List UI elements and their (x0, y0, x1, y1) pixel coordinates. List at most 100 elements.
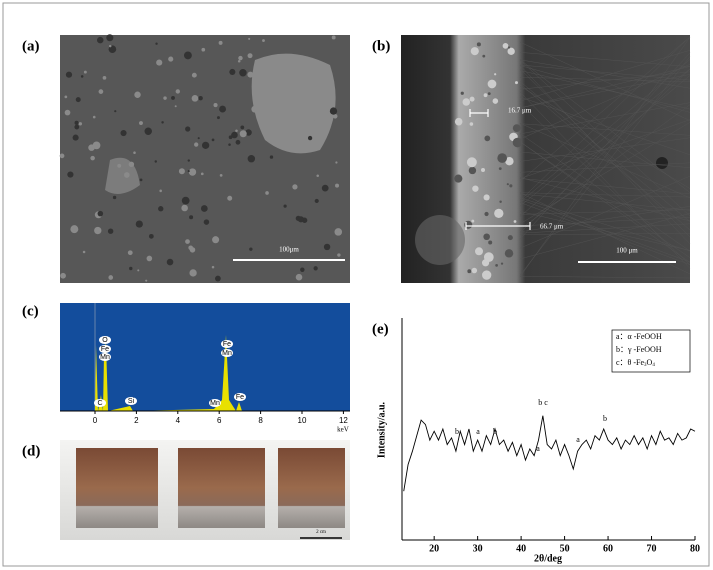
texture (201, 172, 204, 175)
element-label: Fe (223, 341, 231, 348)
x-tick-label: 4 (176, 416, 181, 425)
scale-label: 100μm (279, 246, 299, 254)
texture (484, 194, 490, 200)
texture (145, 128, 152, 135)
texture (129, 162, 134, 167)
texture (499, 167, 502, 170)
texture (67, 171, 73, 177)
element-label: Si (128, 398, 135, 405)
texture (129, 267, 132, 270)
texture (128, 250, 133, 255)
texture (482, 259, 489, 266)
texture (217, 116, 220, 119)
sem-image-b (401, 35, 690, 283)
texture (292, 184, 297, 189)
texture (117, 164, 121, 168)
texture (330, 107, 337, 114)
texture (176, 89, 180, 93)
texture (493, 98, 499, 104)
texture (202, 142, 209, 149)
texture (248, 38, 250, 40)
texture (461, 92, 464, 95)
element-label: Mn (222, 350, 232, 357)
panel-label: (b) (372, 38, 390, 54)
texture (483, 233, 490, 240)
texture (81, 75, 84, 78)
texture (462, 98, 470, 106)
texture (467, 157, 477, 167)
texture (212, 266, 215, 269)
texture (88, 144, 95, 151)
texture (98, 211, 104, 217)
texture (158, 206, 163, 211)
legend-line: c：θ -Fe3O4 (616, 358, 655, 368)
texture (140, 178, 143, 181)
texture (124, 172, 130, 178)
texture (99, 89, 104, 94)
texture (213, 103, 217, 107)
texture (161, 121, 163, 123)
texture (189, 168, 196, 175)
texture (283, 204, 286, 207)
texture (509, 184, 512, 187)
peak-labels: b a b a b c a b (455, 398, 607, 453)
texture (83, 251, 85, 253)
texture (70, 225, 78, 233)
texture (238, 56, 242, 60)
texture (149, 234, 154, 239)
texture (470, 122, 474, 126)
texture (513, 138, 523, 148)
texture (212, 138, 215, 141)
texture (484, 212, 488, 216)
panel-label: (c) (22, 303, 39, 319)
texture (494, 209, 503, 218)
texture (201, 205, 208, 212)
texture (313, 266, 317, 270)
legend-line: b：γ -FeOOH (616, 345, 662, 354)
texture (155, 43, 157, 45)
texture (335, 161, 337, 163)
texture (188, 245, 193, 250)
panel-label: (d) (22, 443, 40, 459)
texture (477, 42, 481, 46)
texture (324, 244, 330, 250)
texture (159, 190, 162, 193)
photo (60, 440, 350, 540)
texture (270, 155, 273, 158)
peak-label: b (603, 414, 607, 423)
texture (188, 159, 190, 161)
texture (469, 167, 476, 174)
texture (134, 92, 140, 98)
texture (94, 227, 101, 234)
eds-unit: keV (337, 426, 349, 434)
texture (179, 168, 185, 174)
texture (84, 71, 87, 74)
texture (136, 220, 143, 227)
texture (184, 51, 192, 59)
element-label: O (102, 337, 108, 344)
texture (514, 220, 517, 223)
texture (300, 268, 304, 272)
texture (185, 126, 190, 131)
texture (189, 269, 196, 276)
texture (297, 78, 301, 82)
x-tick-label: 0 (93, 416, 98, 425)
texture (508, 46, 510, 48)
texture (298, 216, 304, 222)
texture (322, 185, 329, 192)
texture (139, 121, 143, 125)
texture (181, 205, 188, 212)
x-axis-title: 2θ/deg (534, 553, 562, 564)
x-tick-label: 40 (516, 543, 526, 554)
texture (507, 183, 509, 185)
element-label: Fe (236, 394, 244, 401)
texture (482, 270, 491, 279)
texture (472, 185, 478, 191)
texture (108, 275, 113, 280)
texture (204, 219, 209, 224)
texture (471, 220, 474, 223)
texture (335, 184, 339, 188)
texture (472, 268, 478, 274)
texture (467, 269, 471, 273)
peak-label: b c (538, 398, 548, 407)
